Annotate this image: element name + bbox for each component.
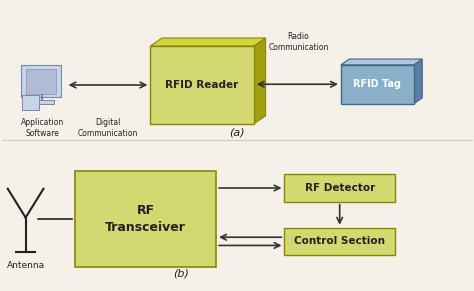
- Polygon shape: [254, 38, 265, 124]
- FancyBboxPatch shape: [341, 65, 414, 104]
- FancyBboxPatch shape: [284, 228, 395, 255]
- Text: (a): (a): [229, 127, 245, 138]
- Text: Digital
Communication: Digital Communication: [78, 118, 138, 138]
- Text: RF
Transceiver: RF Transceiver: [105, 204, 186, 234]
- FancyBboxPatch shape: [75, 171, 216, 267]
- Text: RF Detector: RF Detector: [305, 183, 375, 193]
- Polygon shape: [414, 59, 422, 104]
- FancyBboxPatch shape: [26, 69, 56, 94]
- Polygon shape: [150, 38, 265, 46]
- FancyBboxPatch shape: [30, 100, 54, 104]
- Text: RFID Reader: RFID Reader: [165, 80, 239, 90]
- Text: Radio
Communication: Radio Communication: [268, 32, 328, 52]
- Text: Application
Software: Application Software: [20, 118, 64, 138]
- FancyBboxPatch shape: [22, 95, 39, 110]
- Text: (b): (b): [173, 269, 189, 279]
- FancyBboxPatch shape: [284, 174, 395, 202]
- FancyBboxPatch shape: [150, 46, 254, 124]
- Text: RFID Tag: RFID Tag: [353, 79, 401, 89]
- Polygon shape: [341, 59, 422, 65]
- FancyBboxPatch shape: [21, 65, 61, 97]
- Text: Control Section: Control Section: [294, 236, 385, 246]
- Text: Antenna: Antenna: [7, 261, 45, 270]
